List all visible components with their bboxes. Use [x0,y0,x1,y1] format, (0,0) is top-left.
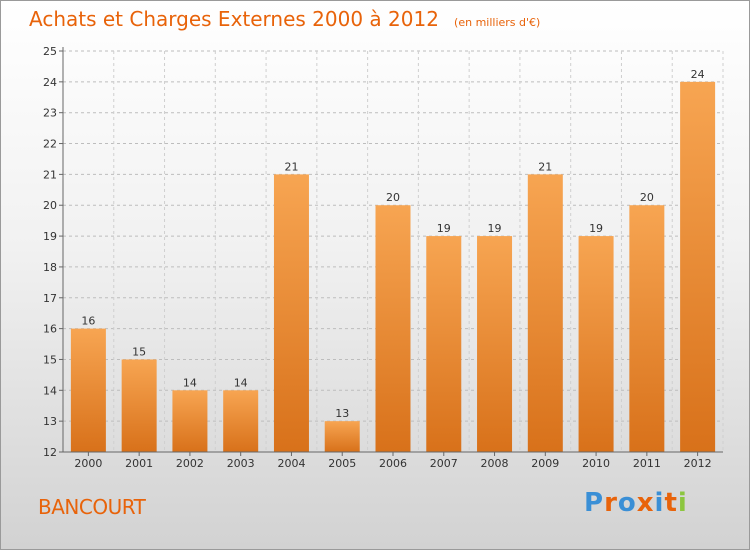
bars: 16 15 14 14 21 13 20 19 19 21 19 20 24 [70,68,716,452]
chart-title: Achats et Charges Externes 2000 à 2012 [29,7,439,31]
y-tick-label-18: 18 [43,261,57,274]
x-tick-label-2007: 2007 [430,457,458,470]
y-tick-label-23: 23 [43,107,57,120]
logo-letter: o [617,488,637,518]
data-label-2001: 15 [132,345,146,358]
axes: 12 13 14 15 16 17 18 19 20 21 22 23 24 25 2000 2001 2002… [43,45,723,470]
logo-letter: r [604,488,618,518]
bar-2002 [172,390,208,452]
data-label-2008: 19 [488,222,502,235]
bar-2006 [375,205,411,452]
data-label-2006: 20 [386,191,400,204]
x-tick-label-2009: 2009 [531,457,559,470]
data-label-2004: 21 [284,160,298,173]
y-tick-label-21: 21 [43,168,57,181]
bar-2004 [273,174,309,452]
bar-2007 [426,236,462,452]
logo-letter: x [636,488,655,518]
logo-letter: t [664,488,678,518]
y-tick-label-24: 24 [43,76,57,89]
logo-letter: P [584,488,605,518]
title-row: Achats et Charges Externes 2000 à 2012 (… [29,7,540,31]
y-tick-label-19: 19 [43,230,57,243]
y-tick-label-12: 12 [43,446,57,459]
bar-2003 [223,390,259,452]
y-tick-label-17: 17 [43,292,57,305]
y-tick-label-14: 14 [43,384,57,397]
y-tick-label-25: 25 [43,45,57,58]
logo-letter: i [654,488,665,518]
bar-2010 [578,236,614,452]
data-label-2010: 19 [589,222,603,235]
data-label-2011: 20 [640,191,654,204]
place-name: BANCOURT [38,495,146,519]
data-label-2002: 14 [183,376,197,389]
data-label-2000: 16 [81,315,95,328]
bar-2009 [527,174,563,452]
x-tick-label-2003: 2003 [227,457,255,470]
x-tick-label-2010: 2010 [582,457,610,470]
x-tick-label-2012: 2012 [684,457,712,470]
data-label-2005: 13 [335,407,349,420]
data-label-2003: 14 [234,376,248,389]
bar-2008 [477,236,513,452]
logo-letter: i [677,488,688,518]
bar-2005 [324,421,360,452]
y-tick-label-22: 22 [43,138,57,151]
bar-2001 [121,359,157,452]
data-label-2012: 24 [691,68,705,81]
x-tick-label-2004: 2004 [277,457,305,470]
data-label-2009: 21 [538,160,552,173]
x-tick-label-2011: 2011 [633,457,661,470]
proxiti-logo[interactable]: Proxiti [584,488,688,518]
x-tick-label-2002: 2002 [176,457,204,470]
y-tick-label-16: 16 [43,323,57,336]
x-tick-label-2006: 2006 [379,457,407,470]
chart-subtitle: (en milliers d'€) [454,16,541,29]
x-tick-label-2008: 2008 [481,457,509,470]
data-label-2007: 19 [437,222,451,235]
y-tick-label-13: 13 [43,415,57,428]
y-tick-label-20: 20 [43,199,57,212]
x-tick-label-2000: 2000 [74,457,102,470]
x-tick-label-2005: 2005 [328,457,356,470]
bar-2011 [629,205,665,452]
bar-2012 [680,81,716,452]
x-tick-label-2001: 2001 [125,457,153,470]
y-tick-label-15: 15 [43,353,57,366]
bar-2000 [70,328,106,452]
